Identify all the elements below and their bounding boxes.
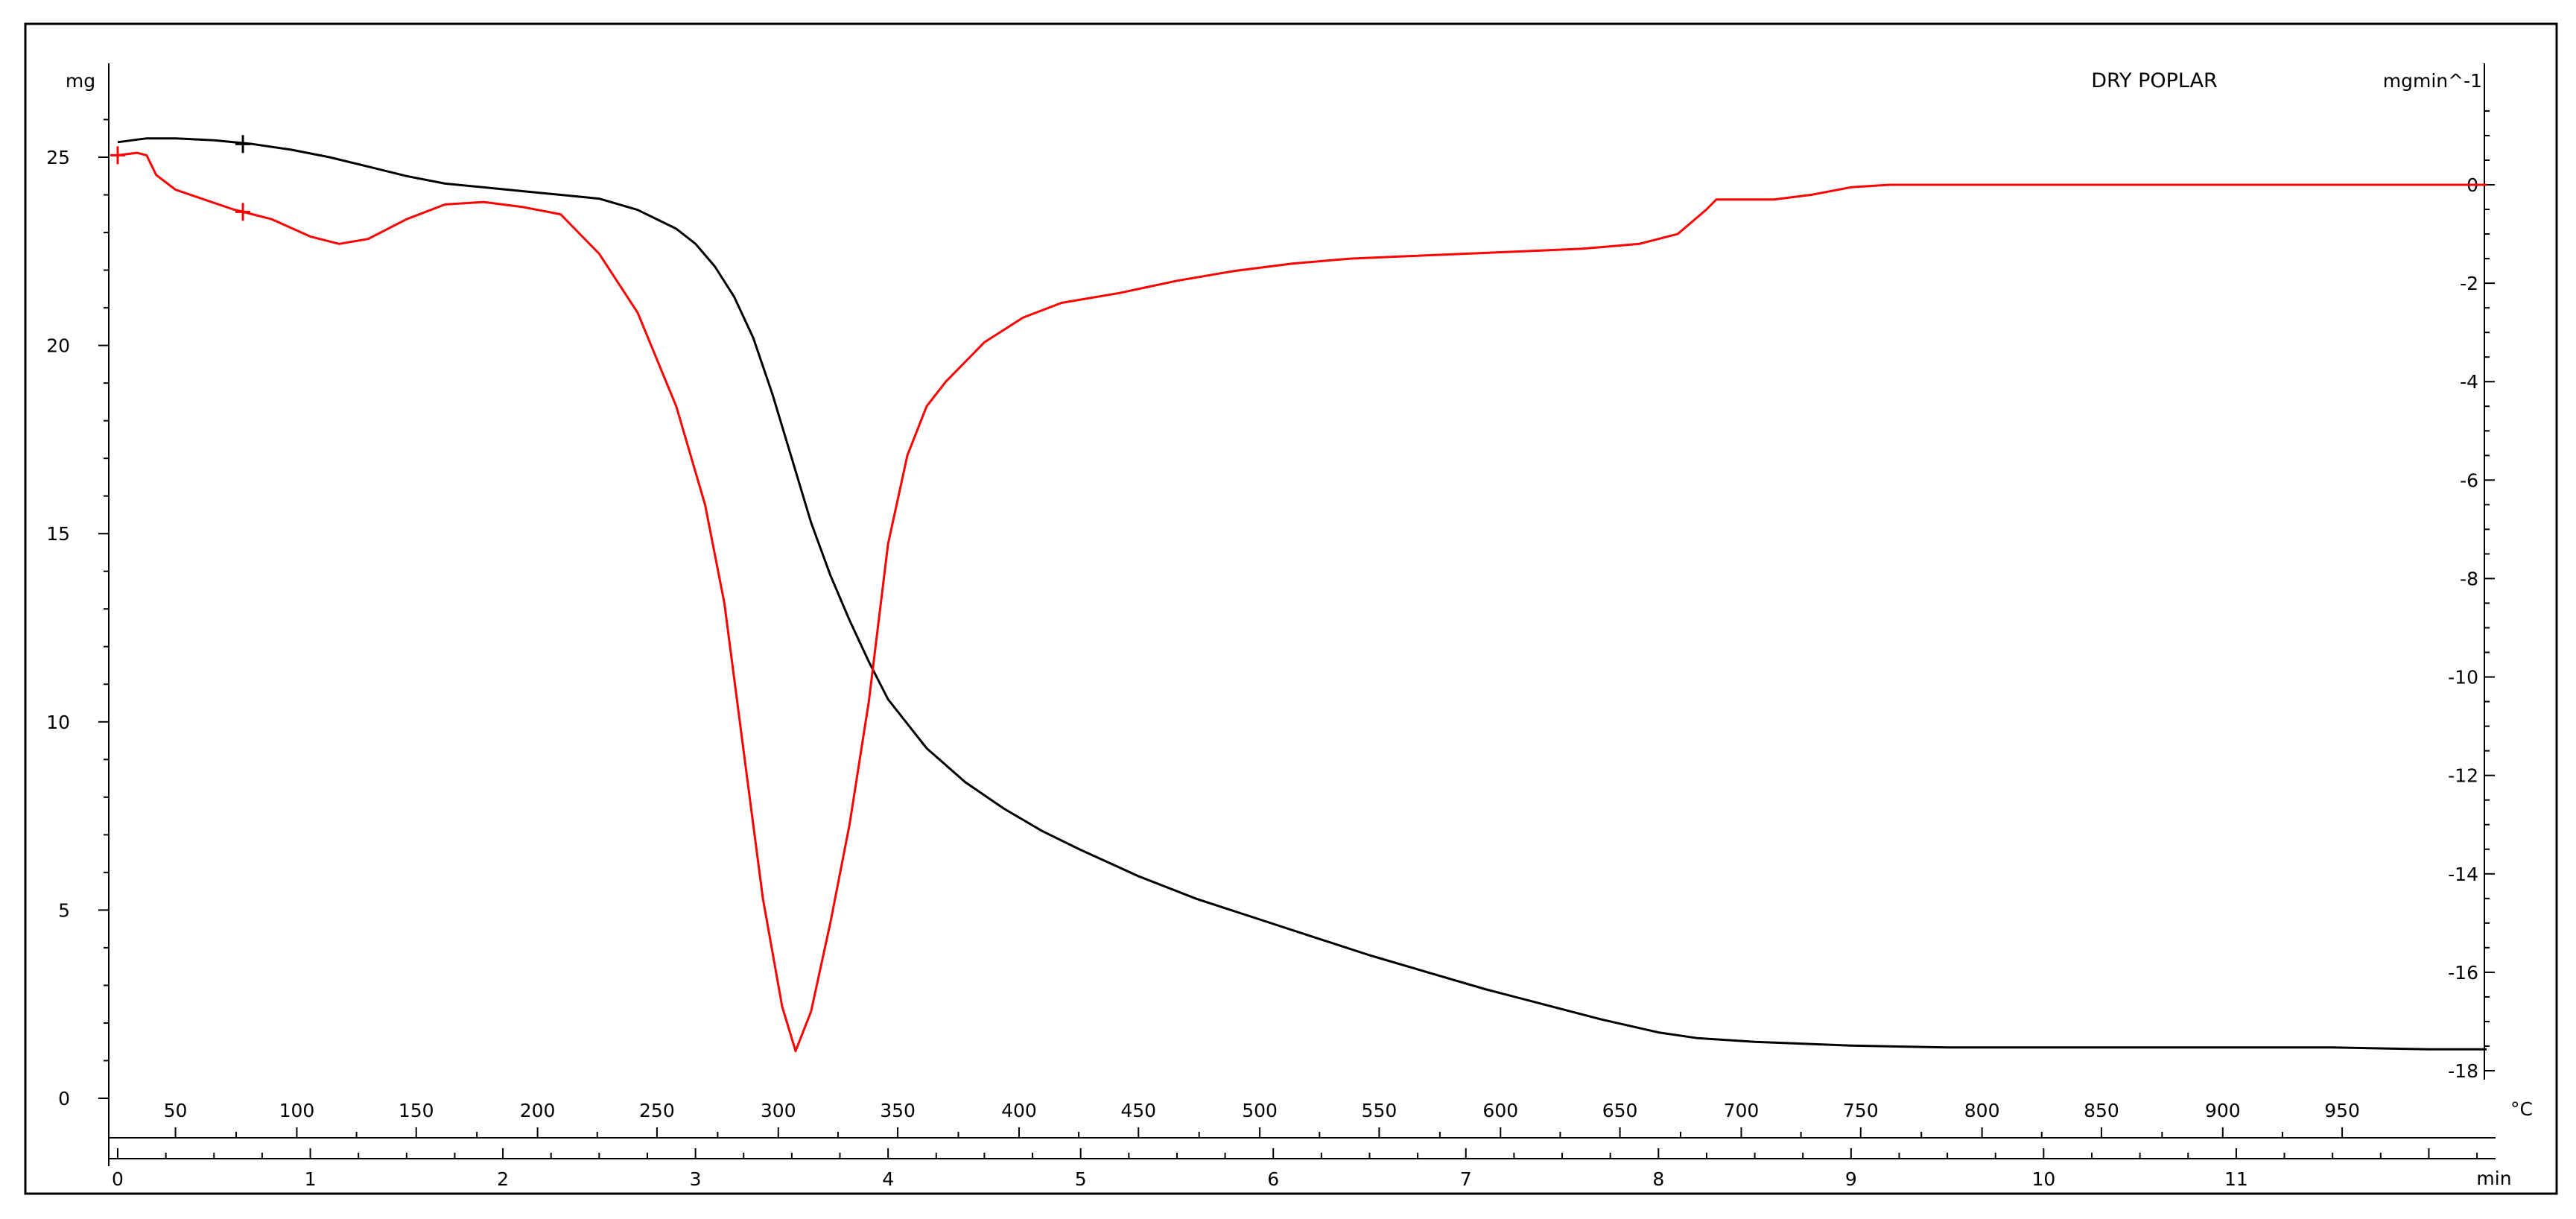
right-tick-label: -16 bbox=[2448, 962, 2478, 984]
time-tick-label: 8 bbox=[1652, 1168, 1664, 1190]
time-tick-label: 4 bbox=[882, 1168, 894, 1190]
chart-title: DRY POPLAR bbox=[2091, 69, 2218, 92]
right-tick-label: -18 bbox=[2448, 1060, 2478, 1082]
series-layer bbox=[110, 135, 2487, 1053]
dtg-curve bbox=[117, 151, 2487, 1053]
time-tick-label: 11 bbox=[2224, 1168, 2248, 1190]
left-tick-label: 10 bbox=[46, 712, 70, 733]
temp-tick-label: 550 bbox=[1362, 1100, 1398, 1121]
right-tick-label: -6 bbox=[2460, 469, 2478, 491]
right-tick-label: -12 bbox=[2448, 765, 2478, 787]
left-axis-label: mg bbox=[66, 70, 95, 92]
temp-tick-label: 850 bbox=[2084, 1100, 2119, 1121]
time-tick-label: 3 bbox=[690, 1168, 702, 1190]
temp-tick-label: 800 bbox=[1964, 1100, 2000, 1121]
left-tick-label: 0 bbox=[58, 1088, 70, 1109]
temp-tick-label: 600 bbox=[1482, 1100, 1518, 1121]
time-tick-label: 6 bbox=[1267, 1168, 1279, 1190]
temp-tick-label: 150 bbox=[399, 1100, 434, 1121]
temp-tick-label: 500 bbox=[1242, 1100, 1278, 1121]
time-tick-label: 7 bbox=[1460, 1168, 1472, 1190]
temp-tick-label: 300 bbox=[761, 1100, 796, 1121]
right-tick-label: -14 bbox=[2448, 864, 2478, 885]
curve-marker bbox=[235, 135, 251, 153]
time-tick-label: 1 bbox=[305, 1168, 317, 1190]
left-tick-label: 25 bbox=[46, 147, 70, 168]
temp-tick-label: 200 bbox=[520, 1100, 556, 1121]
temp-tick-label: 750 bbox=[1843, 1100, 1879, 1121]
right-tick-label: -10 bbox=[2448, 667, 2478, 688]
mass-curve bbox=[117, 137, 2487, 1051]
time-tick-label: 0 bbox=[112, 1168, 124, 1190]
right-axis-label: mgmin^-1 bbox=[2383, 70, 2482, 92]
temp-tick-label: 650 bbox=[1602, 1100, 1638, 1121]
temp-tick-label: 100 bbox=[279, 1100, 315, 1121]
temp-axis-label: °C bbox=[2510, 1098, 2533, 1120]
right-tick-label: -8 bbox=[2460, 568, 2478, 589]
temp-tick-label: 350 bbox=[880, 1100, 916, 1121]
time-tick-label: 5 bbox=[1075, 1168, 1087, 1190]
temp-tick-label: 250 bbox=[639, 1100, 675, 1121]
right-tick-label: -4 bbox=[2460, 371, 2478, 393]
time-tick-label: 9 bbox=[1845, 1168, 1857, 1190]
temp-tick-label: 450 bbox=[1120, 1100, 1156, 1121]
left-tick-label: 15 bbox=[46, 523, 70, 545]
temp-tick-label: 900 bbox=[2205, 1100, 2241, 1121]
temp-tick-label: 400 bbox=[1001, 1100, 1037, 1121]
left-tick-label: 20 bbox=[46, 335, 70, 357]
right-tick-label: -2 bbox=[2460, 273, 2478, 294]
temp-tick-label: 50 bbox=[164, 1100, 188, 1121]
time-tick-label: 10 bbox=[2031, 1168, 2055, 1190]
time-axis-label: min bbox=[2476, 1168, 2511, 1189]
temp-tick-label: 950 bbox=[2324, 1100, 2360, 1121]
curve-marker bbox=[110, 146, 125, 165]
left-tick-label: 5 bbox=[58, 899, 70, 921]
curve-marker bbox=[235, 203, 251, 221]
time-tick-label: 2 bbox=[497, 1168, 509, 1190]
temp-tick-label: 700 bbox=[1724, 1100, 1760, 1121]
chart-border bbox=[24, 22, 2558, 1195]
